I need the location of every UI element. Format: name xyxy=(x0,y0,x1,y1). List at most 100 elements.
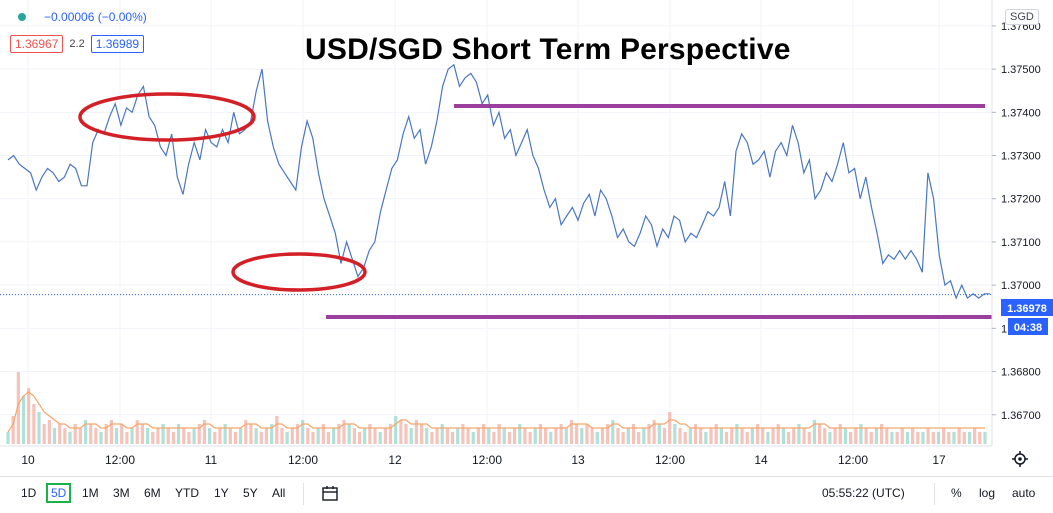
ask-price-button[interactable]: 1.36989 xyxy=(90,35,145,53)
volume-bar xyxy=(797,424,801,444)
volume-bar xyxy=(880,424,884,444)
volume-bar xyxy=(492,432,496,444)
volume-bar xyxy=(388,424,393,444)
volume-bar xyxy=(233,432,238,444)
current-price-label: 1.36978 xyxy=(1007,303,1047,315)
volume-bar xyxy=(208,428,212,444)
volume-bar xyxy=(47,420,51,444)
volume-bar xyxy=(270,424,274,444)
auto-scale-toggle[interactable]: auto xyxy=(1012,486,1036,500)
settings-gear-icon[interactable] xyxy=(1012,451,1028,467)
volume-bar xyxy=(249,424,253,444)
log-scale-toggle[interactable]: log xyxy=(979,486,996,500)
bottom-toolbar: 1D 5D 1M 3M 6M YTD 1Y 5Y All 05:55:22 (U… xyxy=(0,476,1053,513)
range-5y-button[interactable]: 5Y xyxy=(243,486,258,500)
annotation-ellipse-low xyxy=(231,252,367,292)
price-badges: 1.36978 04:38 xyxy=(1001,299,1053,335)
volume-bar xyxy=(52,428,57,444)
volume-bar xyxy=(699,428,703,444)
volume-bar xyxy=(533,428,537,444)
volume-bar xyxy=(450,432,455,444)
volume-bar xyxy=(755,424,760,444)
x-tick-label: 12:00 xyxy=(472,453,502,467)
volume-bar xyxy=(104,424,108,444)
volume-bar xyxy=(487,428,491,444)
volume-bar xyxy=(978,432,982,444)
volume-bar xyxy=(709,428,713,444)
volume-bar xyxy=(802,428,806,444)
x-tick-label: 11 xyxy=(205,453,218,467)
volume-bar xyxy=(275,416,279,444)
volume-bar xyxy=(724,432,729,444)
volume-bar xyxy=(197,424,201,444)
volume-bar xyxy=(600,428,605,444)
volume-bar xyxy=(301,420,305,444)
x-tick-label: 12:00 xyxy=(655,453,685,467)
volume-bar xyxy=(244,420,248,444)
volume-bar xyxy=(497,424,501,444)
volume-bar xyxy=(68,432,72,444)
volume-bar xyxy=(63,428,67,444)
range-3m-button[interactable]: 3M xyxy=(113,486,130,500)
currency-badge[interactable]: SGD xyxy=(1005,9,1039,25)
volume-bar xyxy=(952,432,956,444)
volume-bars xyxy=(6,372,987,444)
volume-bar xyxy=(192,428,196,444)
utc-clock[interactable]: 05:55:22 (UTC) xyxy=(822,486,905,500)
bid-price-button[interactable]: 1.36967 xyxy=(10,35,64,53)
volume-bar xyxy=(476,428,481,444)
volume-bar xyxy=(766,432,770,444)
volume-bar xyxy=(321,424,325,444)
volume-bar xyxy=(838,424,842,444)
volume-bar xyxy=(461,424,465,444)
range-5d-button[interactable]: 5D xyxy=(46,483,72,503)
volume-bar xyxy=(590,428,594,444)
volume-bar xyxy=(399,420,403,444)
range-ytd-button[interactable]: YTD xyxy=(175,486,199,500)
volume-bar xyxy=(626,428,630,444)
volume-bar xyxy=(538,424,543,444)
range-1d-button[interactable]: 1D xyxy=(21,486,37,500)
volume-bar xyxy=(936,432,941,444)
status-dot-icon xyxy=(18,13,26,21)
volume-bar xyxy=(83,420,88,444)
volume-bar xyxy=(166,428,170,444)
axes: 1.376001.375001.374001.373001.372001.371… xyxy=(0,0,1041,467)
volume-bar xyxy=(58,424,62,444)
volume-bar xyxy=(916,432,920,444)
volume-bar xyxy=(466,428,470,444)
volume-bar xyxy=(445,428,449,444)
volume-bar xyxy=(895,432,899,444)
volume-bar xyxy=(145,428,150,444)
volume-bar xyxy=(89,424,93,444)
volume-bar xyxy=(973,428,977,444)
annotations xyxy=(78,92,992,319)
x-tick-label: 12 xyxy=(388,453,402,467)
volume-bar xyxy=(151,432,155,444)
range-1y-button[interactable]: 1Y xyxy=(214,486,229,500)
volume-bar xyxy=(507,432,512,444)
volume-bar xyxy=(187,432,191,444)
range-1m-button[interactable]: 1M xyxy=(82,486,99,500)
volume-bar xyxy=(786,432,791,444)
volume-bar xyxy=(931,432,935,444)
volume-bar xyxy=(373,428,377,444)
volume-bar xyxy=(693,424,698,444)
price-chart[interactable]: 1.376001.375001.374001.373001.372001.371… xyxy=(0,0,1053,476)
y-tick-label: 1.37300 xyxy=(1001,151,1041,163)
volume-moving-average xyxy=(7,391,985,433)
volume-bar xyxy=(332,428,336,444)
date-range-icon[interactable] xyxy=(322,486,340,502)
volume-bar xyxy=(156,428,160,444)
volume-bar xyxy=(347,424,351,444)
percent-scale-toggle[interactable]: % xyxy=(951,486,962,500)
volume-bar xyxy=(202,420,207,444)
volume-bar xyxy=(564,428,568,444)
range-6m-button[interactable]: 6M xyxy=(144,486,161,500)
volume-bar xyxy=(926,428,930,444)
volume-bar xyxy=(688,428,692,444)
range-all-button[interactable]: All xyxy=(272,486,286,500)
volume-bar xyxy=(502,428,506,444)
volume-bar xyxy=(549,432,553,444)
volume-bar xyxy=(647,424,651,444)
